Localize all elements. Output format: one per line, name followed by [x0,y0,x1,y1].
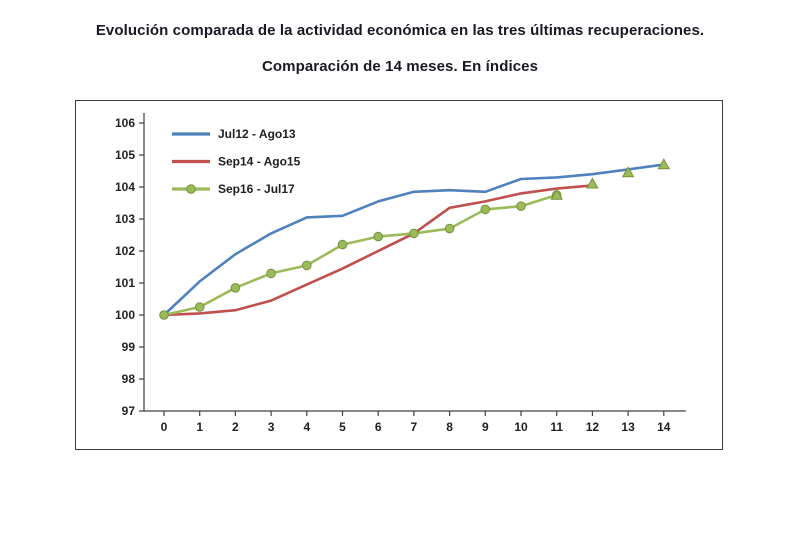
data-point-triangle [657,158,671,170]
legend-item: Sep14 - Ago15 [172,155,301,169]
data-point-circle [373,231,384,242]
x-tick-label: 4 [303,420,310,434]
chart-box: 97 98 99 100 101 102 103 104 105 106 0 1 2 3 4 5 6 7 8 9 10 1… [75,100,723,450]
legend-label: Sep16 - Jul17 [218,182,295,196]
x-tick-label: 9 [482,420,489,434]
x-tick-label: 3 [268,420,275,434]
legend-marker [186,184,196,194]
data-point-circle [480,204,491,215]
y-tick-label: 100 [115,308,135,322]
x-tick-label: 12 [586,420,600,434]
legend-label: Sep14 - Ago15 [218,155,301,169]
x-tick-label: 13 [621,420,635,434]
series-sep16-jul17-markers [550,158,671,200]
series-jul12-ago13 [162,163,666,317]
legend-item: Sep16 - Jul17 [172,182,295,196]
data-point-circle [337,239,348,250]
x-tick-label: 11 [550,420,563,434]
data-point-circle [516,201,526,211]
x-tick-label: 10 [514,420,528,434]
y-tick-label: 105 [115,148,135,162]
x-tick-label: 8 [446,420,453,434]
y-tick-label: 101 [115,276,135,290]
y-tick-label: 102 [115,244,135,258]
series-sep14-ago15 [162,184,594,317]
x-tick-label: 7 [411,420,418,434]
chart-title-line1: Evolución comparada de la actividad econ… [95,22,705,39]
data-point-triangle [621,166,635,178]
y-tick-label: 103 [115,212,135,226]
data-point-triangle [586,177,599,189]
data-point-triangle [550,188,563,200]
data-point-circle [444,223,455,234]
data-point-circle [266,268,276,279]
legend: Jul12 - Ago13 Sep14 - Ago15 Sep16 - Jul17 [172,127,301,196]
x-tick-label: 0 [161,420,168,434]
x-tick-label: 2 [232,420,239,434]
data-point-circle [230,283,241,293]
x-tick-label: 1 [196,420,203,434]
y-tick-label: 98 [122,372,136,386]
data-point-circle [409,228,419,239]
x-tick-label: 6 [375,420,382,434]
data-point-circle [194,302,205,312]
y-tick-label: 99 [122,340,136,354]
data-point-circle [159,310,169,320]
x-tick-label: 5 [339,420,346,434]
chart-title-line2: Comparación de 14 meses. En índices [261,58,539,75]
y-tick-label: 104 [115,180,135,194]
legend-label: Jul12 - Ago13 [218,127,296,141]
data-point-circle [302,260,312,271]
y-tick-label: 97 [122,404,136,418]
legend-item: Jul12 - Ago13 [172,127,296,141]
y-tick-label: 106 [115,116,135,130]
x-tick-label: 14 [657,420,671,434]
